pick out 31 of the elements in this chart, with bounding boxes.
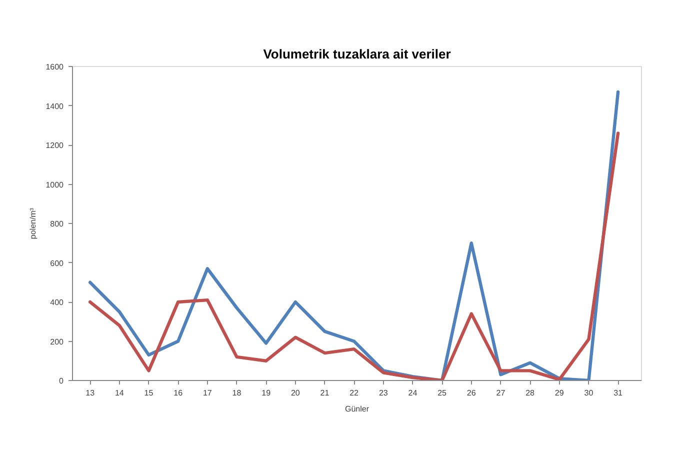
x-tick-label: 31 [614,388,624,398]
y-tick-label: 600 [50,258,64,268]
y-tick-label: 800 [50,220,64,228]
y-tick-label: 0 [59,376,64,386]
y-tick-label: 1000 [46,180,64,190]
x-tick-label: 26 [466,388,476,398]
x-tick-label: 28 [526,388,536,398]
y-axis-title: polen/m³ [28,208,38,240]
x-tick-label: 13 [86,388,96,398]
chart-title: Volumetrik tuzaklara ait veriler [263,46,451,62]
y-tick-label: 1400 [46,102,64,111]
x-tick-label: 29 [554,388,564,398]
x-tick-label: 24 [408,388,418,398]
x-tick-label: 23 [378,388,388,398]
x-tick-label: 14 [114,388,124,398]
x-tick-label: 25 [438,388,448,398]
y-tick-label: 400 [50,298,64,307]
y-tick-label: 1600 [46,62,64,72]
x-tick-label: 20 [290,388,300,398]
x-tick-label: 16 [174,388,184,398]
x-axis-title: Günler [344,404,370,414]
x-tick-label: 17 [202,388,212,398]
x-tick-label: 22 [350,388,360,398]
x-tick-label: 15 [144,388,154,398]
x-tick-label: 27 [496,388,506,398]
x-tick-label: 18 [232,388,242,398]
x-tick-label: 30 [584,388,594,398]
y-tick-label: 200 [50,337,64,346]
x-tick-label: 19 [262,388,272,398]
y-tick-label: 1200 [46,141,64,150]
x-tick-label: 21 [320,388,330,398]
